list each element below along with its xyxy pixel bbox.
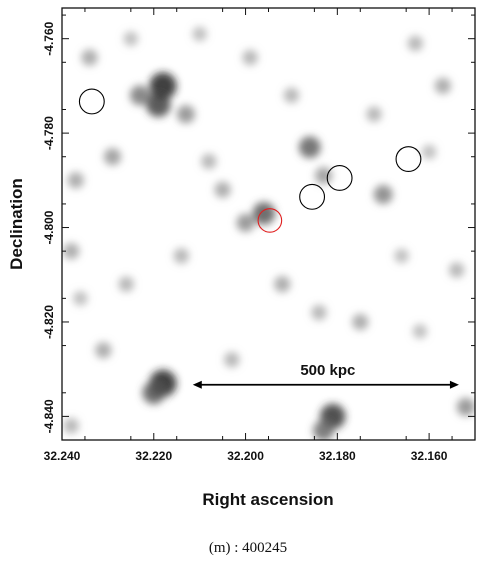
scale-bar-label: 500 kpc <box>300 362 355 379</box>
emission-blob <box>81 49 98 66</box>
highlight-circle <box>257 208 283 233</box>
emission-map <box>63 26 475 440</box>
y-axis-title: Declination <box>7 178 26 270</box>
emission-blob <box>201 153 217 170</box>
scale-bar-arrow-left <box>192 380 202 389</box>
emission-blob <box>456 397 475 417</box>
emission-blob <box>67 172 84 189</box>
emission-blob <box>118 276 134 292</box>
source-circle <box>326 165 353 191</box>
emission-blob <box>407 35 424 52</box>
emission-blob <box>313 420 334 440</box>
emission-blob <box>373 184 393 204</box>
sky-map-chart: 500 kpc 32.240 32.220 32.200 32.180 32.160 -4… <box>7 7 476 509</box>
emission-blob <box>366 106 382 122</box>
emission-blob <box>103 148 122 166</box>
emission-blob <box>63 418 79 434</box>
emission-blob <box>192 26 207 42</box>
emission-blob <box>298 136 321 159</box>
emission-blob <box>142 381 166 405</box>
emission-blob <box>412 324 428 339</box>
axis-ticks: 32.240 32.220 32.200 32.180 32.160 -4.760 -4.7… <box>42 8 475 463</box>
source-circle <box>299 183 326 210</box>
y-tick-label: -4.800 <box>42 210 56 244</box>
emission-blob <box>173 248 190 264</box>
emission-blob <box>314 167 333 185</box>
emission-blob <box>123 31 139 46</box>
emission-blob <box>242 49 258 66</box>
x-tick-label: 32.240 <box>44 449 81 463</box>
emission-blob <box>214 181 231 198</box>
emission-blob <box>146 92 171 117</box>
figure-caption: (m) : 400245 <box>208 540 288 556</box>
emission-blob <box>311 304 327 321</box>
scale-bar: 500 kpc <box>192 362 459 389</box>
emission-blob <box>95 342 112 359</box>
x-tick-label: 32.200 <box>227 449 264 463</box>
y-tick-label: -4.780 <box>42 116 56 150</box>
y-tick-label: -4.760 <box>42 21 56 55</box>
y-tick-label: -4.820 <box>42 305 56 339</box>
x-tick-label: 32.180 <box>319 449 356 463</box>
emission-blob <box>283 87 300 104</box>
emission-blob <box>394 248 409 264</box>
emission-blob <box>224 352 240 368</box>
emission-blob <box>176 105 195 124</box>
emission-blob <box>236 213 255 232</box>
y-tick-label: -4.840 <box>42 399 56 433</box>
emission-blob <box>130 85 150 106</box>
source-circle <box>395 146 422 173</box>
emission-blob <box>73 291 88 306</box>
emission-blob <box>434 77 452 95</box>
emission-blob <box>63 242 80 260</box>
emission-blob <box>252 202 276 225</box>
source-circle <box>78 88 105 115</box>
x-axis-title: Right ascension <box>202 490 333 509</box>
emission-blob <box>421 144 437 160</box>
x-tick-label: 32.220 <box>135 449 172 463</box>
plot-background <box>62 8 475 440</box>
emission-blob <box>149 72 177 100</box>
scale-bar-arrow-right <box>449 380 459 389</box>
emission-blob <box>274 276 291 293</box>
emission-blob <box>352 313 369 331</box>
emission-blob <box>448 262 465 278</box>
x-tick-label: 32.160 <box>411 449 448 463</box>
source-markers <box>78 88 422 233</box>
